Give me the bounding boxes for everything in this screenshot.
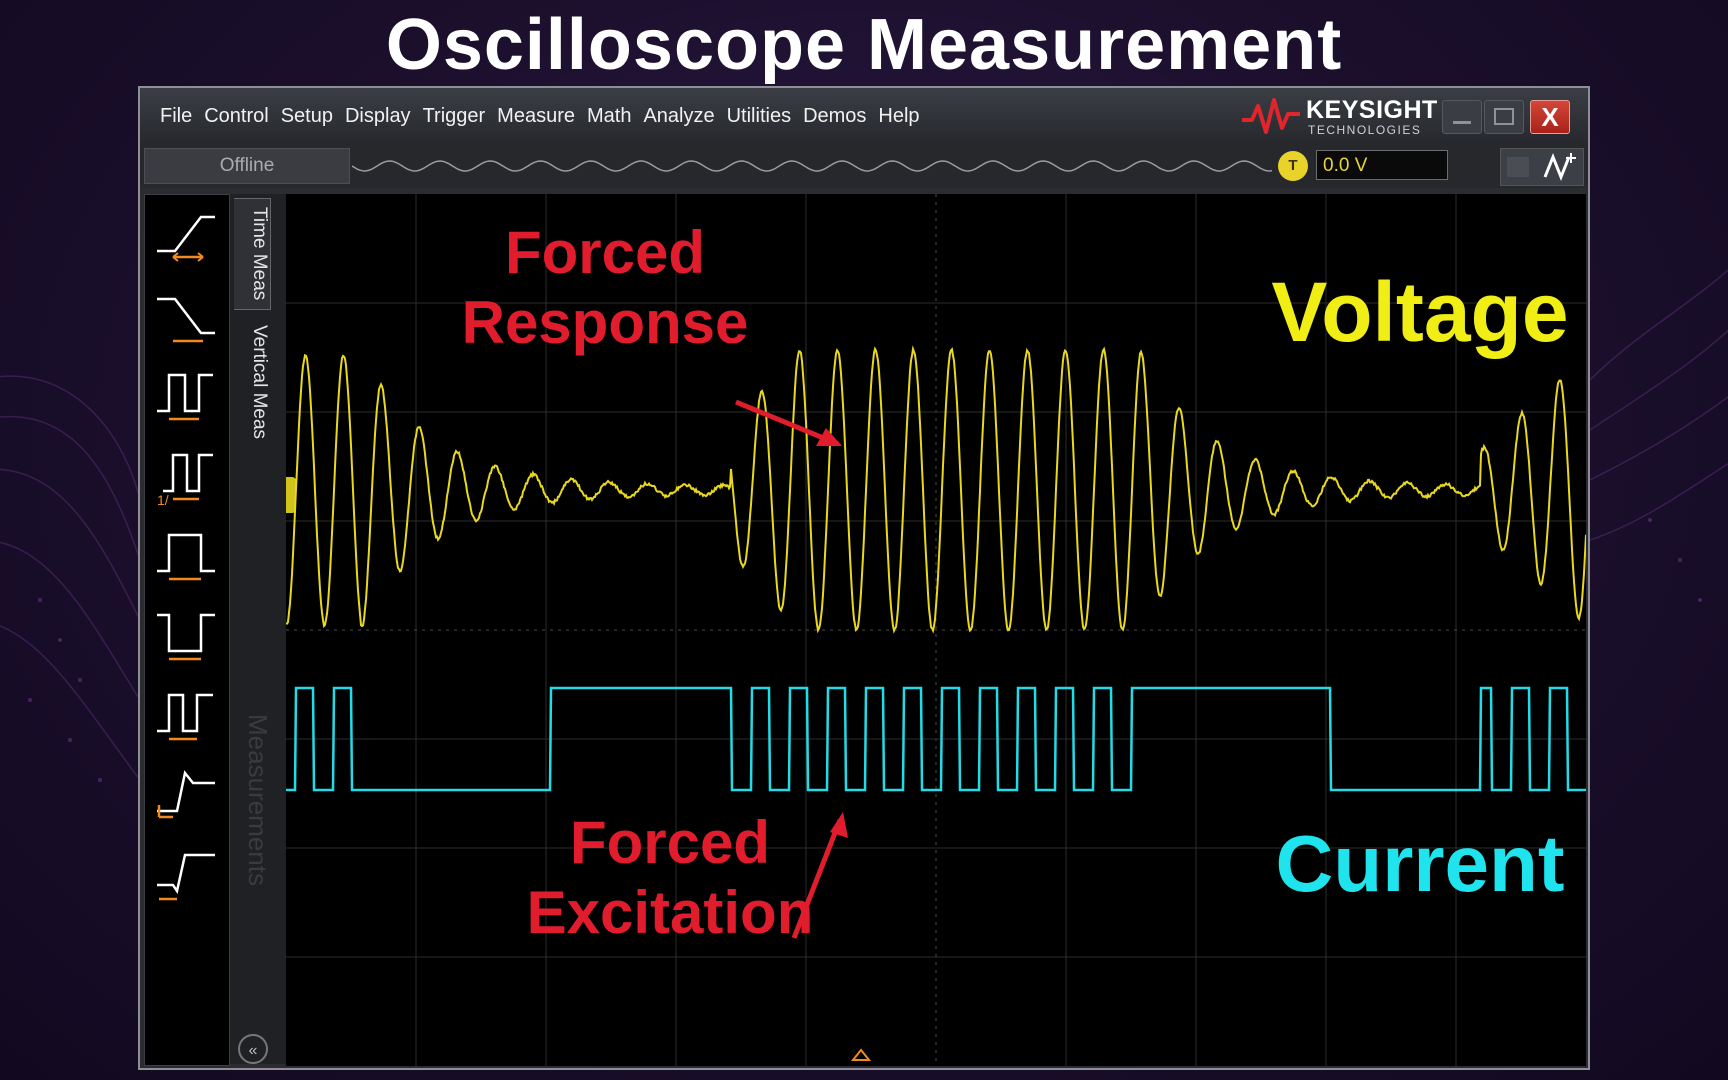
maximize-icon [1485, 101, 1523, 133]
slide-title: Oscilloscope Measurement [0, 4, 1728, 86]
positive-width-icon[interactable] [153, 521, 219, 591]
forced-response-line1: Forced [440, 218, 770, 288]
svg-text:1/: 1/ [157, 492, 169, 508]
minimize-button[interactable] [1442, 100, 1482, 134]
waveform-overview[interactable] [352, 152, 1272, 180]
collapse-icon: « [249, 1042, 258, 1059]
collapse-button[interactable]: « [238, 1034, 268, 1064]
current-label: Current [1260, 818, 1580, 910]
menu-trigger[interactable]: Trigger [417, 88, 492, 144]
menu-bar: File Control Setup Display Trigger Measure Mat… [140, 88, 1588, 144]
brand-logo: KEYSIGHT TECHNOLOGIES [1240, 94, 1302, 138]
duty-cycle-icon[interactable] [153, 681, 219, 751]
status-offline: Offline [144, 148, 350, 184]
rise-time-icon[interactable] [153, 201, 219, 271]
forced-excitation-line2: Excitation [485, 878, 855, 948]
menu-control[interactable]: Control [198, 88, 274, 144]
close-button[interactable]: X [1530, 100, 1570, 134]
wave-autoscale-icon [1501, 149, 1583, 185]
frequency-icon[interactable]: 1/ [153, 441, 219, 511]
arrow-forced-response [736, 402, 842, 446]
menu-math[interactable]: Math [581, 88, 637, 144]
preshoot-icon[interactable] [153, 841, 219, 911]
toolbar: Offline T 0.0 V [140, 144, 1588, 188]
tab-vertical-meas[interactable]: Vertical Meas [234, 312, 270, 452]
forced-excitation-line1: Forced [505, 808, 835, 878]
overshoot-icon[interactable] [153, 761, 219, 831]
menu-file[interactable]: File [154, 88, 198, 144]
tab-time-meas[interactable]: Time Meas [234, 198, 271, 310]
minimize-icon [1443, 101, 1481, 133]
measurement-tabs: Time Meas Vertical Meas Measurements « [230, 194, 286, 1064]
keysight-logo-icon [1240, 94, 1302, 134]
maximize-button[interactable] [1484, 100, 1524, 134]
forced-response-line2: Response [430, 288, 780, 358]
trigger-level-field[interactable]: 0.0 V [1316, 150, 1448, 180]
menu-demos[interactable]: Demos [797, 88, 872, 144]
menu-measure[interactable]: Measure [491, 88, 581, 144]
menu-setup[interactable]: Setup [275, 88, 339, 144]
trigger-position-marker[interactable] [853, 1050, 869, 1060]
menu-utilities[interactable]: Utilities [721, 88, 797, 144]
voltage-label: Voltage [1260, 264, 1580, 361]
measurements-watermark: Measurements [242, 714, 273, 886]
fall-time-icon[interactable] [153, 283, 219, 353]
menu-analyze[interactable]: Analyze [637, 88, 720, 144]
brand-name: KEYSIGHT [1306, 96, 1438, 125]
channel1-marker[interactable]: 1 [286, 477, 296, 513]
measurement-icon-panel: 1/ [144, 194, 230, 1066]
brand-subtitle: TECHNOLOGIES [1308, 123, 1421, 137]
trigger-badge[interactable]: T [1278, 151, 1308, 181]
period-icon[interactable] [153, 361, 219, 431]
menu-help[interactable]: Help [872, 88, 925, 144]
menu-display[interactable]: Display [339, 88, 417, 144]
negative-width-icon[interactable] [153, 601, 219, 671]
oscilloscope-window: File Control Setup Display Trigger Measure Mat… [138, 86, 1590, 1070]
autoscale-controls[interactable] [1500, 148, 1584, 186]
